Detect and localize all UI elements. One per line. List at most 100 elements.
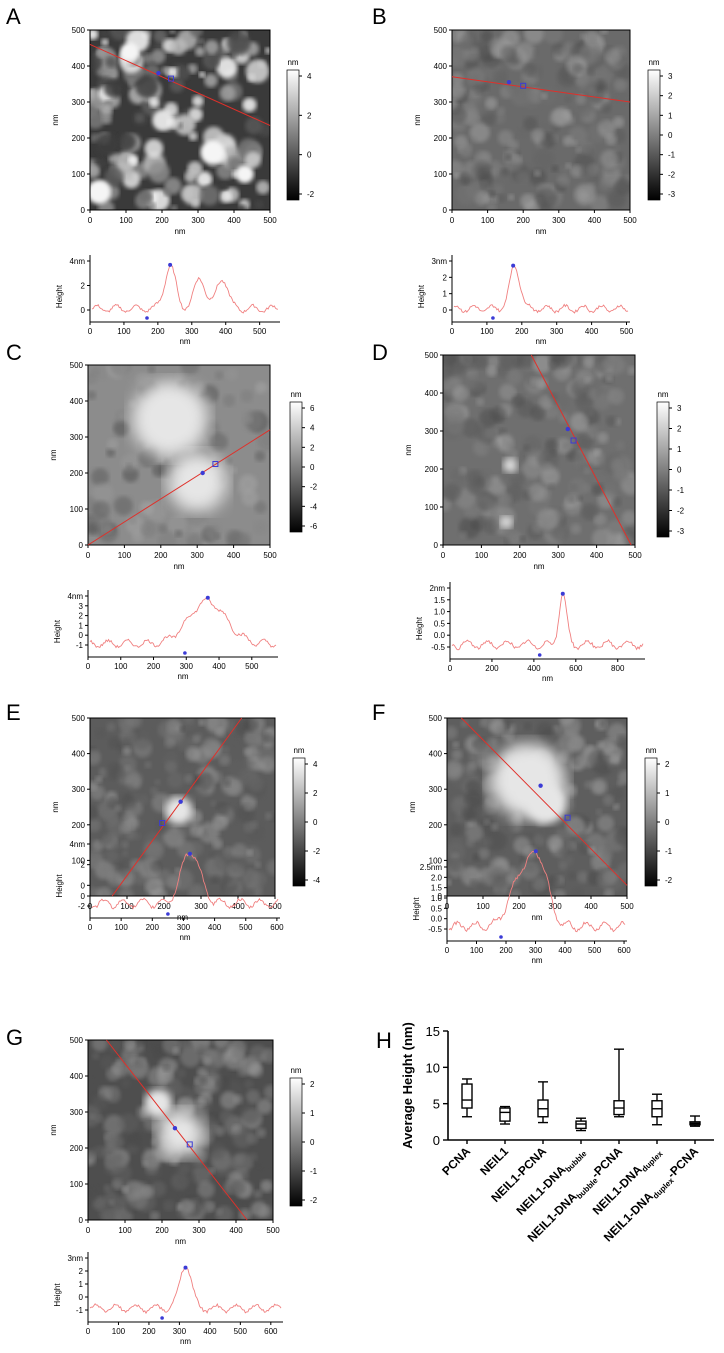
image-frame xyxy=(89,717,276,897)
colorbar xyxy=(647,69,661,201)
y-tick-label: 100 xyxy=(70,505,84,514)
x-tick-label: 200 xyxy=(512,902,526,911)
x-tick-label: 400 xyxy=(227,551,241,560)
panel-label-h: H xyxy=(376,1028,392,1053)
colorbar-tick-label: -2 xyxy=(668,170,676,179)
y-tick-label: 0 xyxy=(81,892,86,901)
x-tick-label: 300 xyxy=(548,902,562,911)
profile-y-tick-label: 4nm xyxy=(69,257,85,266)
colorbar-tick-label: 4 xyxy=(310,424,315,433)
profile-y-label: Height xyxy=(417,284,426,308)
colorbar-tick-label: 2 xyxy=(668,92,673,101)
profile-curve xyxy=(91,264,279,314)
profile-x-tick-label: 0 xyxy=(450,327,455,336)
box-iqr xyxy=(575,1120,587,1130)
profile-x-tick-label: 400 xyxy=(212,662,226,671)
y-tick-label: 10 xyxy=(426,1060,440,1075)
colorbar-unit: nm xyxy=(657,390,668,399)
x-tick-label: 300 xyxy=(194,902,208,911)
y-tick-label: 400 xyxy=(72,62,86,71)
y-tick-label: 0 xyxy=(81,206,86,215)
y-tick-label: 500 xyxy=(434,26,448,35)
x-category-label: NEIL1 xyxy=(477,1144,511,1178)
colorbar-tick-label: -2 xyxy=(313,847,321,856)
y-tick-label: 0 xyxy=(434,541,439,550)
profile-x-label: nm xyxy=(179,337,190,346)
profile-line xyxy=(106,1039,248,1221)
box-iqr xyxy=(499,1107,511,1122)
profile-peak-marker xyxy=(205,595,210,600)
y-tick-label: 400 xyxy=(70,1072,84,1081)
profile-peak-marker xyxy=(183,1265,188,1270)
x-tick-label: 200 xyxy=(513,551,527,560)
colorbar xyxy=(289,401,303,533)
profile-y-label: Height xyxy=(412,897,421,921)
profile-y-tick-label: 4nm xyxy=(69,840,85,849)
x-tick-label: 200 xyxy=(157,902,171,911)
profile-peak-marker xyxy=(533,849,538,854)
profile-x-tick-label: 500 xyxy=(239,923,253,932)
y-tick-label: 300 xyxy=(70,433,84,442)
colorbar-tick-label: 3 xyxy=(677,404,682,413)
marker-square xyxy=(186,1141,193,1148)
colorbar-tick-label: 0 xyxy=(310,1138,315,1147)
profile-y-tick-label: 4nm xyxy=(67,592,83,601)
colorbar-tick-label: -2 xyxy=(310,1196,318,1205)
colorbar-tick-label: 3 xyxy=(668,72,673,81)
profile-x-tick-label: 100 xyxy=(480,327,494,336)
profile-y-label: Height xyxy=(415,616,424,640)
colorbar-tick-label: -1 xyxy=(668,151,676,160)
marker-point xyxy=(506,80,512,85)
panel-label-a: A xyxy=(6,4,21,29)
x-category-label: PCNA xyxy=(439,1144,473,1178)
y-tick-label: 200 xyxy=(72,821,86,830)
y-axis-label: nm xyxy=(49,449,58,460)
x-axis-label: nm xyxy=(175,1237,186,1246)
profile-y-tick-label: 0 xyxy=(81,881,86,890)
afm-texture xyxy=(90,30,270,210)
profile-y-tick-label: -1 xyxy=(76,641,84,650)
afm-panel-f: 0 0 100 100 200 200 300 300 400 400 500 500 nm nm nm 2 1… xyxy=(408,714,673,965)
profile-y-tick-label: 2nm xyxy=(429,584,445,593)
afm-texture xyxy=(88,365,270,545)
marker-square xyxy=(159,820,166,827)
colorbar-unit: nm xyxy=(645,746,656,755)
profile-x-tick-label: 800 xyxy=(611,664,625,673)
x-tick-label: 100 xyxy=(476,902,490,911)
x-tick-label: 400 xyxy=(588,216,602,225)
profile-peak-marker xyxy=(560,591,565,596)
x-axis-label: nm xyxy=(174,227,185,236)
y-tick-label: 500 xyxy=(429,714,443,723)
colorbar xyxy=(292,757,306,887)
y-tick-label: 300 xyxy=(425,427,439,436)
profile-x-tick-label: 300 xyxy=(177,923,191,932)
profile-base-marker xyxy=(499,935,503,939)
x-tick-label: 0 xyxy=(86,1226,91,1235)
y-tick-label: 0 xyxy=(79,1216,84,1225)
x-tick-label: 500 xyxy=(620,902,634,911)
y-tick-label: 200 xyxy=(434,134,448,143)
colorbar-tick-label: -2 xyxy=(665,876,673,885)
profile-y-tick-label: 1.5 xyxy=(434,596,446,605)
colorbar-tick-label: 2 xyxy=(313,789,318,798)
y-tick-label: 400 xyxy=(425,389,439,398)
y-tick-label: 0 xyxy=(79,541,84,550)
profile-y-tick-label: -1 xyxy=(76,1306,84,1315)
colorbar-tick-label: 0 xyxy=(677,466,682,475)
profile-x-tick-label: 400 xyxy=(203,1327,217,1336)
colorbar-tick-label: -3 xyxy=(677,527,685,536)
y-tick-label: 200 xyxy=(70,469,84,478)
colorbar-tick-label: 6 xyxy=(310,404,315,413)
y-axis-label: nm xyxy=(408,801,417,812)
image-frame xyxy=(87,1039,274,1221)
afm-texture xyxy=(88,1040,273,1220)
profile-x-label: nm xyxy=(180,1337,191,1346)
colorbar-tick-label: 0 xyxy=(665,818,670,827)
y-tick-label: 500 xyxy=(72,714,86,723)
profile-x-tick-label: 500 xyxy=(234,1327,248,1336)
afm-panel-g: 00100100200200300300400400500500nmnmnm21… xyxy=(49,1036,318,1346)
y-tick-label: 200 xyxy=(429,821,443,830)
y-tick-label: 400 xyxy=(72,750,86,759)
profile-y-tick-label: 1 xyxy=(79,1280,84,1289)
